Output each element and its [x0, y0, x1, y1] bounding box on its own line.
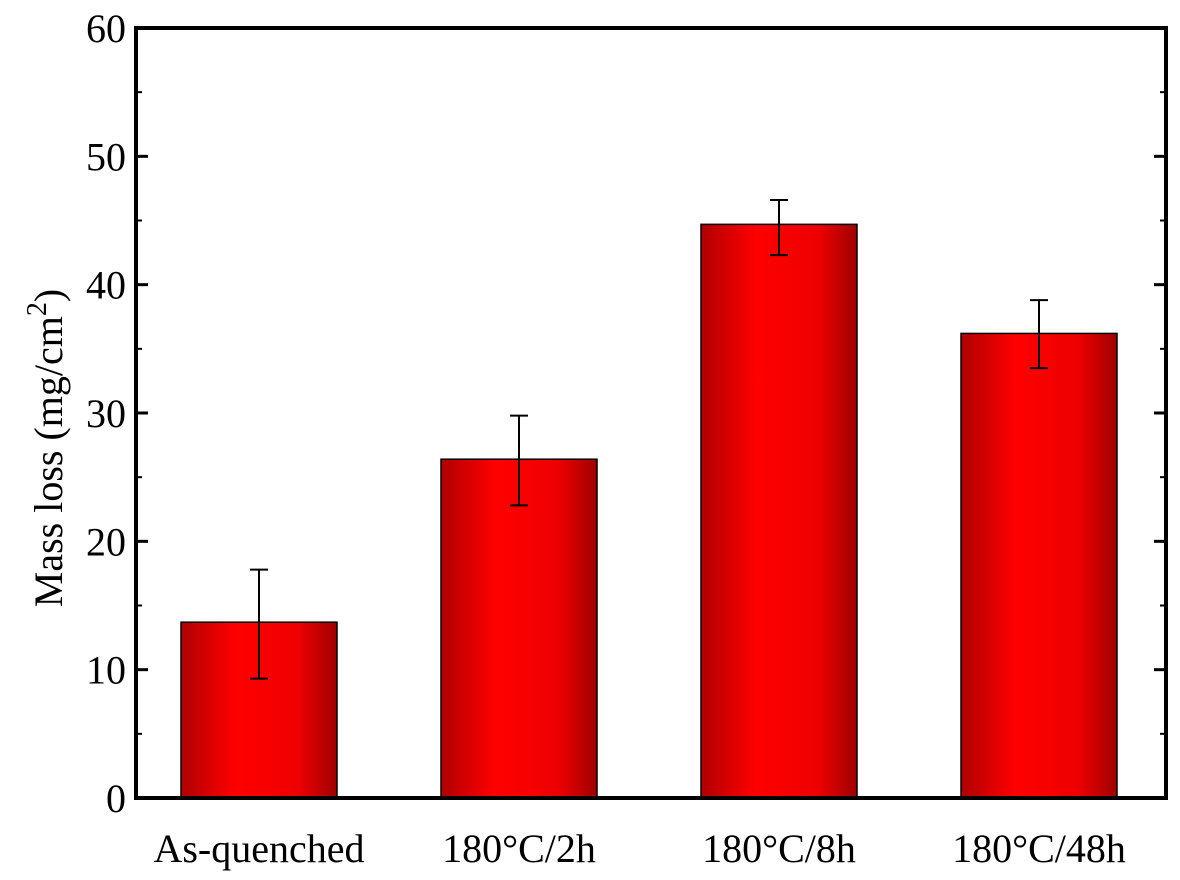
bar — [440, 458, 598, 799]
x-tick-label: 180°C/2h — [442, 826, 596, 871]
bars-layer — [180, 223, 1118, 799]
error-bar — [1030, 299, 1048, 370]
y-tick-label: 20 — [86, 519, 126, 564]
x-axis-category-labels: As-quenched 180°C/2h 180°C/8h 180°C/48h — [153, 826, 1125, 871]
y-axis-ticks — [136, 26, 1166, 800]
error-bar — [250, 568, 268, 680]
y-axis-title-main: Mass loss (mg/cm — [26, 316, 71, 607]
y-axis-title-suffix: ) — [26, 289, 71, 302]
bar — [960, 332, 1118, 799]
error-bar — [770, 198, 788, 257]
y-tick-label: 0 — [106, 776, 126, 821]
y-axis-title: Mass loss (mg/cm2) — [22, 289, 71, 607]
y-tick-label: 30 — [86, 391, 126, 436]
x-tick-label: 180°C/48h — [952, 826, 1126, 871]
x-tick-label: 180°C/8h — [702, 826, 856, 871]
error-bar — [510, 414, 528, 507]
bar — [700, 223, 858, 799]
y-tick-label: 10 — [86, 648, 126, 693]
y-axis-title-superscript: 2 — [22, 302, 53, 316]
y-axis-tick-labels: 0 10 20 30 40 50 60 — [86, 6, 126, 821]
y-tick-label: 50 — [86, 134, 126, 179]
error-bars-layer — [250, 198, 1048, 680]
y-tick-label: 60 — [86, 6, 126, 51]
x-tick-label: As-quenched — [153, 826, 364, 871]
y-tick-label: 40 — [86, 263, 126, 308]
